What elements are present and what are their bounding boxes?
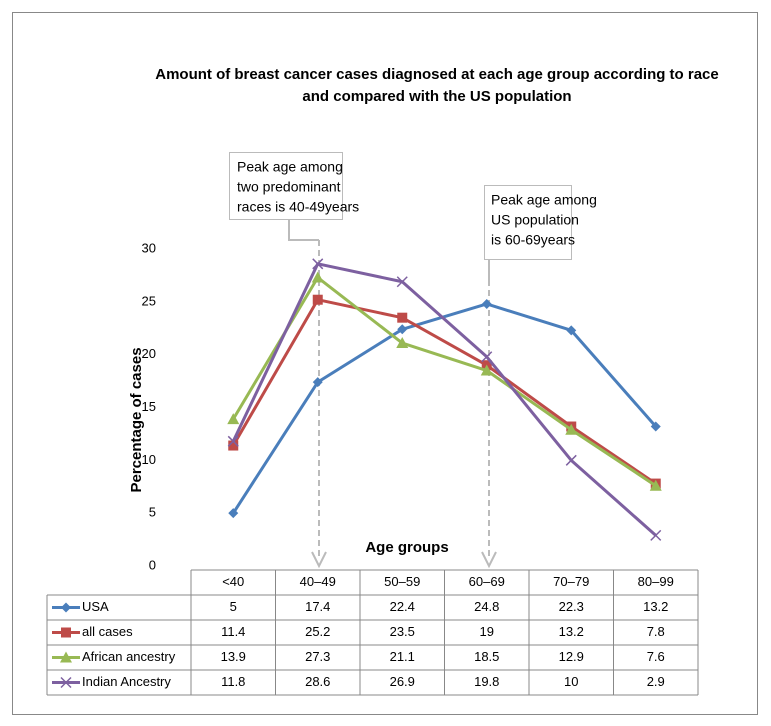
table-value: 17.4 — [305, 599, 330, 614]
data-point — [481, 351, 493, 363]
callout-box — [484, 185, 572, 260]
table-value: 7.6 — [647, 649, 665, 664]
table-value: 18.5 — [474, 649, 499, 664]
series-line — [231, 262, 657, 537]
data-point — [312, 294, 323, 305]
series-line — [231, 302, 657, 514]
y-tick-label: 0 — [149, 557, 156, 572]
table-value: 13.2 — [559, 624, 584, 639]
annotation: Peak age among — [237, 159, 343, 175]
legend-label: African ancestry — [82, 649, 176, 664]
x-tick-label: 80–99 — [638, 574, 674, 589]
y-axis-title: Percentage of cases — [128, 347, 145, 492]
data-point — [481, 298, 492, 309]
data-point — [650, 529, 662, 541]
annotation: US population — [491, 212, 579, 228]
annotation: two predominant — [237, 179, 341, 195]
table-value: 13.2 — [643, 599, 668, 614]
legend-marker — [60, 651, 72, 663]
data-point — [312, 258, 324, 270]
table-value: 22.4 — [390, 599, 415, 614]
table-value: 19 — [480, 624, 494, 639]
legend-marker — [61, 602, 71, 613]
data-point — [565, 454, 577, 466]
annotation: races is 40-49years — [237, 199, 359, 215]
table-value: 2.9 — [647, 674, 665, 689]
y-tick-label: 15 — [142, 399, 156, 414]
table-value: 28.6 — [305, 674, 330, 689]
chart-frame — [12, 12, 758, 715]
table-value: 13.9 — [221, 649, 246, 664]
y-tick-label: 30 — [142, 240, 156, 255]
legend-marker — [60, 676, 72, 689]
data-point — [228, 440, 239, 451]
y-tick-label: 5 — [149, 505, 156, 520]
table-value: 10 — [564, 674, 578, 689]
chart-title: Amount of breast cancer cases diagnosed … — [155, 66, 719, 83]
table-value: 12.9 — [559, 649, 584, 664]
data-point — [480, 364, 493, 376]
data-point — [397, 324, 408, 335]
x-tick-label: <40 — [222, 574, 244, 589]
x-tick-label: 60–69 — [469, 574, 505, 589]
y-tick-label: 10 — [142, 452, 156, 467]
data-point — [396, 276, 408, 288]
chart-title: and compared with the US population — [302, 88, 571, 105]
y-tick-label: 25 — [142, 293, 156, 308]
legend-label: USA — [82, 599, 109, 614]
table-value: 11.4 — [221, 624, 245, 639]
callout-box — [229, 152, 343, 220]
series-line — [231, 276, 657, 487]
annotation: Peak age among — [491, 192, 597, 208]
x-tick-label: 70–79 — [553, 574, 589, 589]
table-value: 24.8 — [474, 599, 499, 614]
data-point — [649, 479, 662, 491]
annotation: is 60-69years — [491, 232, 575, 248]
data-point — [227, 413, 240, 425]
y-tick-label: 20 — [142, 346, 156, 361]
series-line — [231, 298, 657, 485]
data-point — [312, 377, 323, 388]
table-value: 22.3 — [559, 599, 584, 614]
table-value: 11.8 — [221, 674, 245, 689]
x-axis-title: Age groups — [365, 539, 448, 556]
data-point — [311, 271, 324, 283]
callout-arrows — [288, 219, 497, 569]
table-value: 19.8 — [474, 674, 499, 689]
table-value: 27.3 — [305, 649, 330, 664]
data-point — [228, 508, 239, 519]
x-tick-label: 40–49 — [300, 574, 336, 589]
data-point — [227, 435, 239, 447]
table-value: 21.1 — [390, 649, 415, 664]
legend-label: all cases — [82, 624, 133, 639]
data-point — [650, 421, 661, 432]
table-value: 25.2 — [305, 624, 330, 639]
data-point — [565, 423, 578, 435]
x-tick-label: 50–59 — [384, 574, 420, 589]
table-value: 23.5 — [390, 624, 415, 639]
data-point — [397, 312, 408, 323]
table-value: 26.9 — [390, 674, 415, 689]
legend-marker — [61, 627, 71, 638]
table-value: 7.8 — [647, 624, 665, 639]
data-point — [396, 337, 409, 349]
table-value: 5 — [230, 599, 237, 614]
data-point — [566, 325, 577, 336]
legend-label: Indian Ancestry — [82, 674, 171, 689]
